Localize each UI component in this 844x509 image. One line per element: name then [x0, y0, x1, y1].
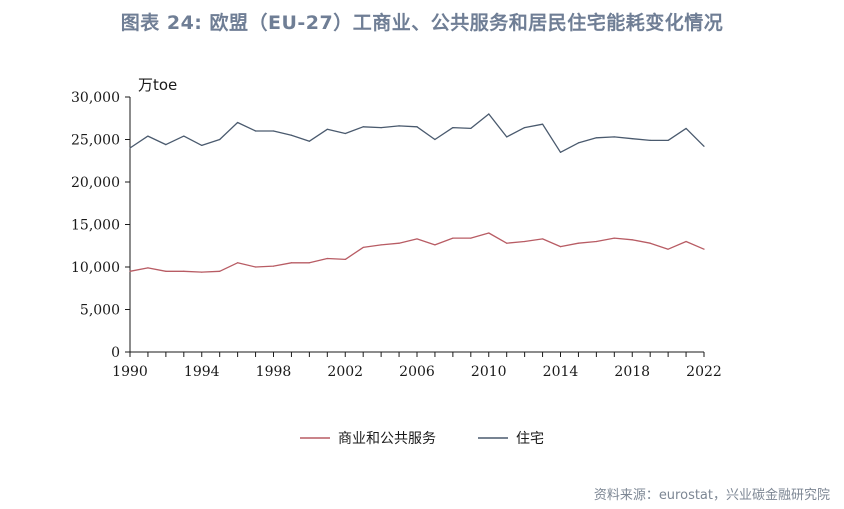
- y-tick-label: 30,000: [71, 90, 120, 106]
- data-point: [344, 258, 346, 260]
- data-point: [398, 125, 400, 127]
- data-point: [326, 128, 328, 130]
- data-point: [506, 242, 508, 244]
- data-point: [147, 267, 149, 269]
- chart-title: 图表 24: 欧盟（EU-27）工商业、公共服务和居民住宅能耗变化情况: [120, 12, 724, 34]
- data-point: [434, 244, 436, 246]
- data-point: [416, 238, 418, 240]
- data-point: [362, 126, 364, 128]
- data-point: [290, 134, 293, 136]
- y-unit-label: 万toe: [138, 76, 177, 94]
- data-point: [237, 121, 239, 124]
- source-note: 资料来源：eurostat，兴业碳金融研究院: [593, 488, 830, 503]
- y-tick-label: 10,000: [71, 260, 120, 276]
- data-point: [183, 270, 185, 272]
- data-point: [667, 248, 669, 250]
- data-point: [165, 144, 167, 146]
- data-point: [595, 240, 597, 243]
- data-point: [470, 127, 472, 130]
- data-point: [703, 145, 705, 147]
- data-point: [541, 238, 544, 240]
- data-point: [613, 136, 615, 138]
- y-axis: 0 5,000 10,000 15,000 20,000 25,000 30,000: [71, 90, 131, 361]
- data-point: [201, 144, 203, 147]
- data-point: [362, 246, 364, 249]
- data-point: [524, 240, 526, 243]
- data-point: [129, 147, 131, 149]
- data-point: [595, 137, 597, 139]
- data-point: [470, 237, 472, 239]
- data-point: [631, 239, 633, 241]
- data-point: [165, 270, 167, 272]
- x-tick-label: 2002: [327, 364, 363, 380]
- data-point: [254, 130, 257, 132]
- data-point: [452, 127, 454, 129]
- data-point: [308, 140, 310, 142]
- data-point: [272, 265, 275, 267]
- y-tick-label: 0: [111, 345, 120, 361]
- data-point: [577, 242, 580, 244]
- data-point: [380, 127, 382, 129]
- series-line-1: [129, 113, 705, 153]
- data-point: [506, 136, 508, 138]
- legend-label: 住宅: [516, 431, 544, 447]
- data-point: [631, 138, 633, 140]
- x-axis: 1990 1994 1998 2002 2006 2010 2014 2018 2022: [112, 351, 722, 380]
- data-point: [183, 135, 185, 137]
- x-tick-label: 1990: [112, 364, 148, 380]
- data-point: [667, 139, 669, 141]
- data-point: [398, 242, 400, 244]
- y-tick-label: 25,000: [71, 133, 120, 149]
- y-tick-label: 15,000: [71, 218, 120, 234]
- data-point: [488, 232, 490, 234]
- x-tick-label: 2006: [399, 364, 435, 380]
- data-point: [308, 262, 310, 264]
- data-point: [685, 127, 687, 130]
- data-point: [613, 237, 615, 239]
- data-point: [541, 123, 544, 125]
- x-tick-label: 2022: [686, 364, 722, 380]
- data-point: [219, 138, 221, 141]
- data-point: [201, 271, 203, 273]
- data-point: [380, 244, 382, 246]
- data-point: [219, 270, 221, 272]
- data-point: [649, 139, 651, 141]
- legend: 商业和公共服务 住宅: [300, 431, 544, 447]
- data-point: [559, 151, 562, 153]
- data-point: [434, 138, 436, 141]
- x-tick-label: 1998: [256, 364, 292, 380]
- data-point: [326, 257, 328, 260]
- data-point: [649, 242, 651, 244]
- y-tick-label: 5,000: [80, 303, 120, 319]
- x-tick-label: 2018: [614, 364, 650, 380]
- data-point: [452, 237, 454, 239]
- x-tick-label: 2010: [471, 364, 507, 380]
- data-point: [685, 240, 687, 243]
- data-point: [344, 132, 346, 135]
- data-point: [237, 262, 239, 264]
- data-point: [488, 113, 490, 115]
- data-point: [559, 246, 562, 248]
- data-point: [129, 270, 131, 272]
- data-point: [577, 142, 580, 144]
- data-point: [147, 135, 149, 137]
- data-point: [272, 130, 275, 132]
- series-layer: [129, 113, 705, 273]
- x-tick-label: 2014: [543, 364, 579, 380]
- legend-label: 商业和公共服务: [338, 431, 436, 447]
- y-tick-label: 20,000: [71, 175, 120, 191]
- data-point: [524, 127, 526, 129]
- data-point: [703, 248, 705, 250]
- x-tick-label: 1994: [184, 364, 220, 380]
- data-point: [254, 266, 257, 268]
- data-point: [416, 126, 418, 128]
- data-point: [290, 262, 293, 264]
